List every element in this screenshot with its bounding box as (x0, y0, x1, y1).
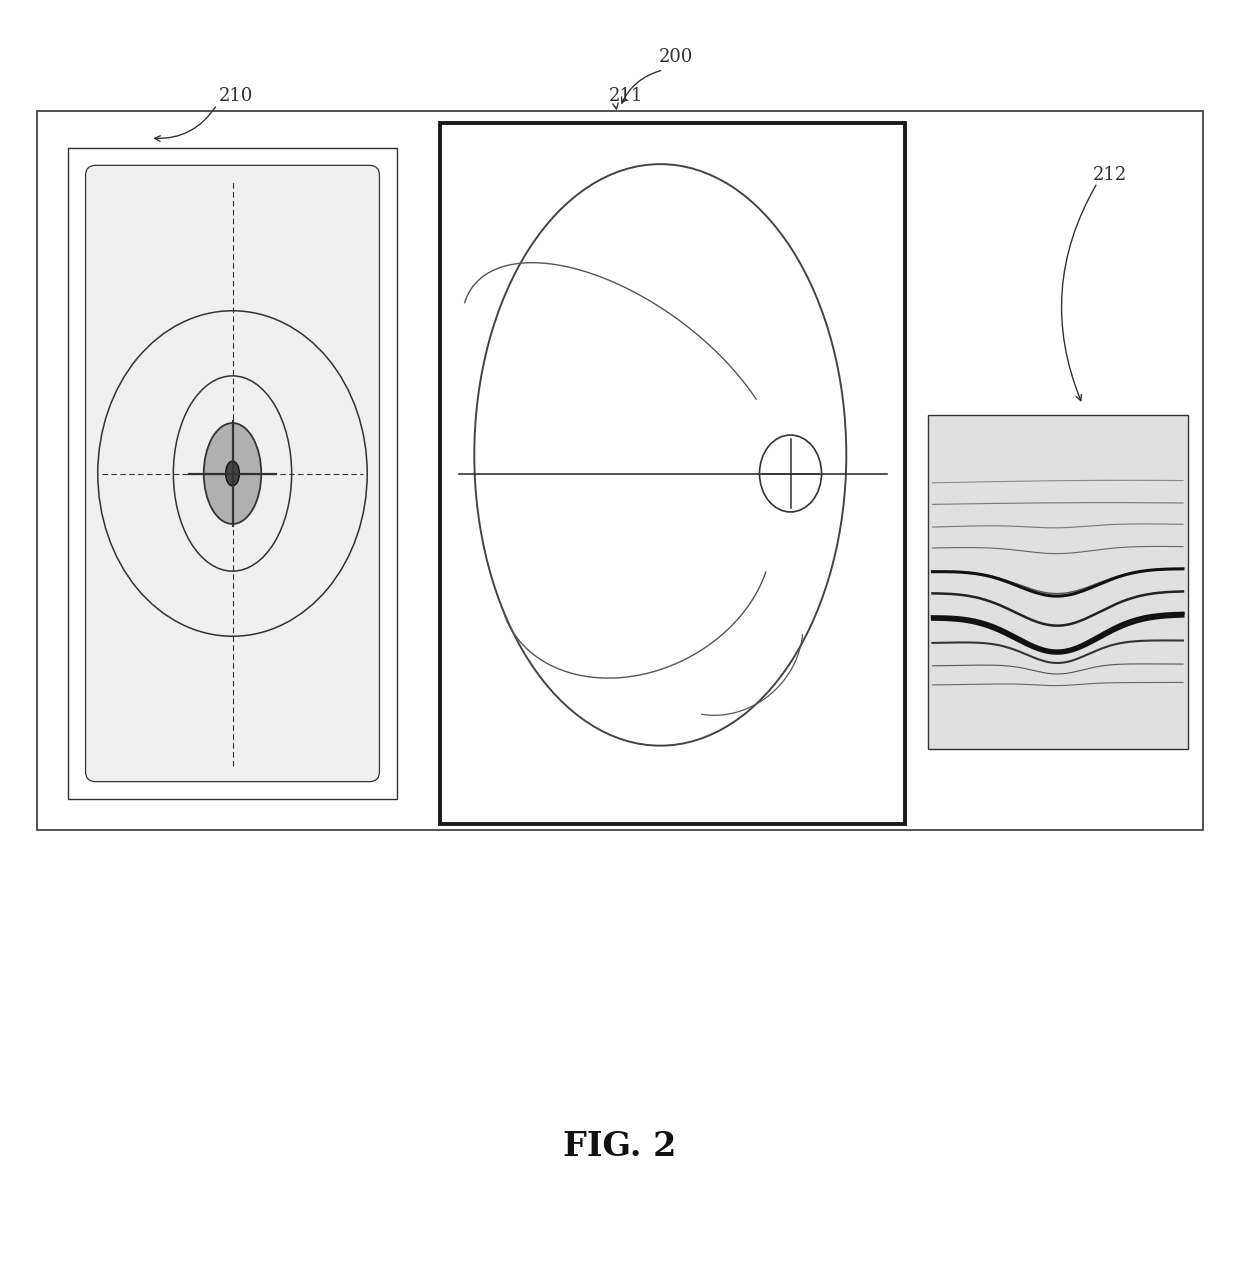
FancyBboxPatch shape (86, 165, 379, 782)
Text: 212: 212 (1092, 166, 1127, 184)
Ellipse shape (203, 422, 262, 524)
Text: 211: 211 (609, 86, 644, 104)
FancyBboxPatch shape (928, 415, 1188, 750)
FancyBboxPatch shape (440, 124, 905, 824)
FancyBboxPatch shape (68, 148, 397, 799)
Text: 200: 200 (658, 48, 693, 66)
Text: FIG. 2: FIG. 2 (563, 1130, 677, 1163)
Text: 210: 210 (218, 86, 253, 104)
FancyBboxPatch shape (37, 111, 1203, 829)
Ellipse shape (226, 461, 239, 486)
